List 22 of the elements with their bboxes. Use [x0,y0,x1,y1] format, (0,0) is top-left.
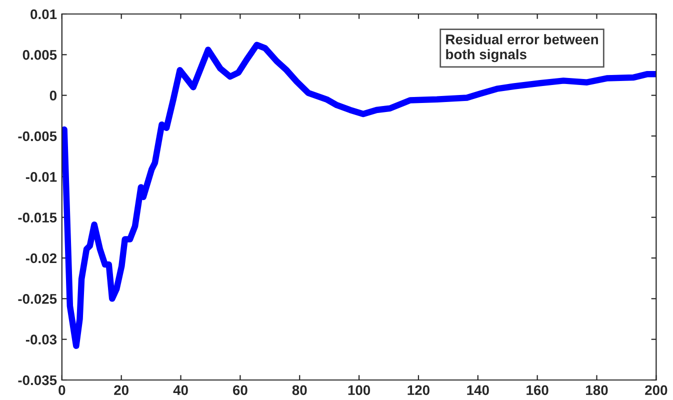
x-tick-label: 120 [408,385,430,396]
y-tick-label: 0 [50,90,56,101]
x-tick-label: 180 [586,385,608,396]
x-tick-label: 0 [58,385,66,396]
y-tick-label: 0.01 [30,9,57,20]
y-tick-label: -0.015 [18,212,57,223]
x-tick-label: 60 [232,385,248,396]
x-tick-label: 80 [292,385,307,396]
x-tick-label: 160 [526,385,548,396]
x-tick-label: 100 [348,385,370,396]
y-tick-label: -0.035 [18,375,57,386]
annotation: Residual error between both signals [446,34,598,62]
x-tick-label: 20 [114,385,128,396]
y-tick-label: -0.01 [26,172,57,182]
x-tick-label: 200 [645,385,668,396]
x-tick-label: 40 [173,385,188,396]
x-tick-label: 140 [467,385,489,396]
y-tick-label: -0.03 [26,334,57,345]
y-tick-label: 0.005 [22,50,57,60]
y-tick-label: -0.02 [26,253,56,264]
y-tick-label: -0.005 [18,131,57,142]
y-tick-label: -0.025 [18,294,57,304]
